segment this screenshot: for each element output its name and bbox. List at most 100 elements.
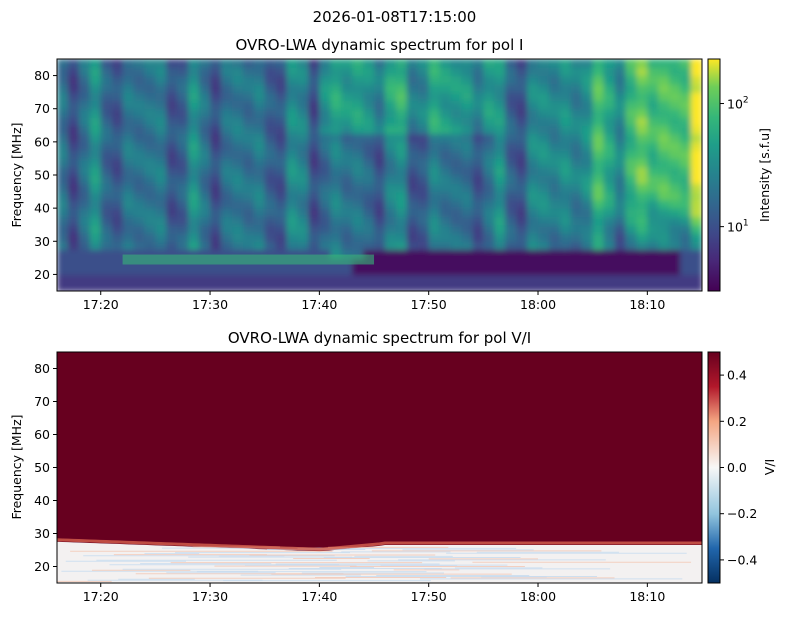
pol-i-cell [658,100,670,110]
pol-i-cell [253,282,266,291]
pol-i-cell [614,100,627,110]
pol-i-cell [406,150,419,160]
pol-i-cell [691,133,702,143]
pol-i-cell [395,266,408,276]
pol-i-cell [680,133,692,143]
pol-i-cell [417,141,430,151]
pol-i-cell [538,233,550,242]
pol-i-cell [516,141,528,151]
pol-i-cell [658,141,670,151]
pol-i-cell [144,125,156,135]
pol-i-cell [505,224,517,234]
pol-i-cell [308,224,320,234]
pol-i-cell [439,199,452,209]
pol-i-cell [417,67,430,77]
pol-i-cell [57,241,69,251]
pol-i-cell [286,208,299,218]
pol-i-cell [527,59,539,68]
pol-i-cell [505,133,517,143]
pol-i-cell [395,92,408,102]
pol-i-cell [494,166,506,176]
pol-i-cell [581,141,594,151]
pol-i-cell [636,216,648,226]
pol-i-cell [450,233,463,242]
pol-i-cell [374,133,386,143]
pol-i-cell [188,241,200,251]
pol-i-cell [78,224,91,234]
pol-i-cell [581,166,594,176]
pol-i-cell [461,92,474,102]
pol-i-cell [680,141,692,151]
pol-i-cell [210,166,222,176]
pol-i-cell [494,59,506,68]
pol-i-cell [450,183,463,193]
pol-i-cell [472,274,484,284]
pol-i-cell [231,83,244,93]
pol-i-cell [155,92,167,102]
pol-i-cell [428,183,441,193]
pol-i-cell [395,199,408,209]
pol-i-cell [275,266,288,276]
pol-i-cell [363,241,375,251]
pol-i-cell [122,133,135,143]
pol-i-cell [680,257,692,267]
pol-i-cell [199,183,211,193]
pol-i-cell [625,108,638,118]
pol-i-cell [472,141,484,151]
pol-i-cell [505,117,517,126]
pol-i-cell [669,216,681,226]
pol-i-cell [527,175,539,184]
pol-i-cell [144,191,156,201]
pol-i-cell [363,166,375,176]
pol-vi-y-tick-label: 70 [34,394,50,409]
pol-i-cell [603,133,616,143]
pol-i-cell [210,183,222,193]
pol-i-cell [680,59,692,68]
pol-i-cell [220,233,233,242]
pol-i-cell [428,133,441,143]
pol-i-cell [483,59,495,68]
pol-i-cell [658,166,670,176]
pol-i-cell [428,191,441,201]
pol-i-cell [133,249,146,259]
pol-i-cell [559,108,572,118]
pol-vi-spectrogram [57,352,702,583]
pol-i-cell [297,59,310,68]
pol-i-cell [155,216,167,226]
pol-vi-panel: 17:20 17:30 17:40 17:50 18:00 18:10 203040506… [9,351,777,604]
pol-i-cell [78,216,91,226]
pol-i-cell [264,141,277,151]
pol-i-cell [483,191,495,201]
pol-i-cell [275,108,288,118]
pol-i-cell [548,175,561,184]
pol-i-cell [527,282,539,291]
pol-i-cell [122,92,135,102]
pol-i-x-tick-label: 17:50 [411,297,447,312]
pol-i-cell [647,241,659,251]
pol-vi-y-tick-label: 80 [34,361,50,376]
pol-i-cell [691,249,702,259]
pol-i-cell [647,67,659,77]
pol-i-cell [330,92,342,102]
pol-i-cell [680,150,692,160]
pol-i-cell [384,183,397,193]
pol-i-cell [658,257,670,267]
pol-i-cell [570,83,583,93]
pol-i-cell [242,241,255,251]
pol-i-cell [417,175,430,184]
pol-i-cell [439,274,452,284]
pol-i-cell [581,274,594,284]
pol-i-cell [494,175,506,184]
pol-i-cell [89,266,102,276]
pol-i-cell [439,125,452,135]
pol-i-cell [658,150,670,160]
pol-i-cell [406,191,419,201]
pol-i-cell [264,249,277,259]
pol-i-cell [669,141,681,151]
pol-i-cell [166,133,178,143]
pol-i-cell [428,282,441,291]
pol-i-cell [603,158,616,168]
pol-i-cell [428,274,441,284]
pol-i-cell [658,266,670,276]
pol-i-cell [428,158,441,168]
